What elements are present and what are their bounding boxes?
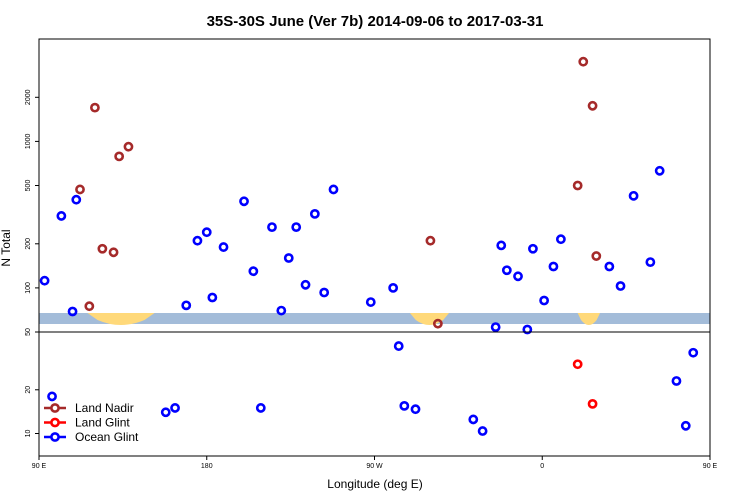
ocean-band bbox=[39, 313, 710, 324]
lower-panel-points bbox=[47, 341, 699, 436]
y-tick-label-upper: 1000 bbox=[25, 134, 32, 150]
ocean-glint-point bbox=[548, 261, 559, 272]
ocean-glint-point bbox=[388, 282, 399, 293]
land-nadir-point bbox=[572, 180, 583, 191]
ocean-glint-point bbox=[501, 265, 512, 276]
ocean-glint-point bbox=[615, 281, 626, 291]
ocean-glint-point bbox=[522, 324, 533, 335]
land-nadir-point bbox=[108, 247, 119, 258]
y-tick-label-lower: 10 bbox=[25, 430, 32, 438]
y-axis-upper: 50 100 200 500 1000 2000 bbox=[25, 89, 39, 336]
y-tick-label-lower: 20 bbox=[25, 386, 32, 394]
y-tick-label-upper: 200 bbox=[25, 238, 32, 250]
ocean-glint-point bbox=[47, 391, 57, 402]
ocean-glint-point bbox=[671, 376, 682, 386]
ocean-glint-point bbox=[468, 414, 479, 425]
ocean-glint-point bbox=[393, 341, 404, 351]
ocean-glint-point bbox=[688, 347, 699, 358]
x-axis: 90 E 180 90 W 0 90 E bbox=[32, 456, 718, 470]
ocean-glint-point bbox=[490, 322, 501, 333]
ocean-glint-point bbox=[539, 295, 550, 306]
chart-title: 35S-30S June (Ver 7b) 2014-09-06 to 2017… bbox=[207, 13, 544, 30]
land-segment bbox=[409, 313, 450, 325]
ocean-glint-point bbox=[56, 211, 67, 221]
land-segment bbox=[577, 313, 601, 325]
ocean-glint-point bbox=[477, 426, 488, 436]
y-tick-label-upper: 100 bbox=[25, 282, 32, 294]
ocean-glint-point bbox=[328, 184, 339, 195]
ocean-glint-point bbox=[181, 300, 192, 311]
ocean-glint-point bbox=[300, 279, 311, 290]
land-nadir-point bbox=[587, 100, 598, 111]
ocean-glint-point bbox=[248, 266, 259, 277]
land-glint-point bbox=[572, 359, 583, 370]
ocean-glint-point bbox=[201, 227, 212, 238]
land-nadir-point bbox=[84, 301, 95, 312]
ocean-glint-point bbox=[604, 261, 615, 272]
legend-marker bbox=[50, 417, 60, 428]
ocean-glint-point bbox=[319, 287, 330, 298]
ocean-glint-point bbox=[67, 306, 78, 317]
land-nadir-point bbox=[578, 56, 589, 67]
land-nadir-point bbox=[123, 141, 134, 152]
x-tick-label: 90 E bbox=[32, 463, 47, 470]
ocean-glint-point bbox=[170, 403, 180, 413]
x-tick-label: 0 bbox=[540, 463, 544, 470]
legend-label: Ocean Glint bbox=[75, 430, 139, 444]
ocean-glint-point bbox=[192, 235, 203, 246]
ocean-glint-point bbox=[528, 243, 538, 254]
land-segment bbox=[87, 313, 155, 325]
ocean-glint-point bbox=[71, 194, 82, 205]
y-axis-lower: 10 20 bbox=[25, 386, 39, 438]
ocean-glint-point bbox=[628, 190, 639, 201]
ocean-glint-point bbox=[207, 292, 218, 303]
legend-marker bbox=[50, 432, 60, 442]
land-nadir-point bbox=[90, 102, 100, 113]
legend-label: Land Nadir bbox=[75, 401, 134, 415]
land-nadir-point bbox=[432, 318, 443, 329]
ocean-glint-point bbox=[365, 297, 376, 307]
ocean-glint-point bbox=[654, 165, 665, 176]
ocean-glint-point bbox=[283, 253, 294, 263]
upper-panel-points bbox=[39, 56, 665, 335]
ocean-glint-point bbox=[555, 234, 566, 245]
ocean-glint-point bbox=[267, 222, 277, 233]
ocean-glint-point bbox=[218, 242, 229, 252]
x-tick-label: 90 E bbox=[703, 463, 718, 470]
ocean-glint-point bbox=[680, 420, 691, 431]
ocean-glint-point bbox=[410, 404, 421, 415]
ocean-glint-point bbox=[160, 407, 171, 418]
x-tick-label: 90 W bbox=[366, 463, 383, 470]
x-tick-label: 180 bbox=[201, 463, 213, 470]
legend-marker bbox=[50, 403, 60, 413]
y-tick-label-upper: 50 bbox=[25, 328, 32, 336]
land-nadir-point bbox=[425, 235, 436, 246]
y-axis-label: N Total bbox=[0, 229, 13, 266]
ocean-glint-point bbox=[496, 240, 507, 251]
y-tick-label-upper: 500 bbox=[25, 180, 32, 192]
x-axis-label: Longitude (deg E) bbox=[327, 477, 422, 491]
legend-label: Land Glint bbox=[75, 416, 130, 430]
ocean-glint-point bbox=[39, 275, 50, 286]
land-nadir-point bbox=[97, 243, 108, 254]
ocean-glint-point bbox=[291, 222, 302, 233]
upper-panel-surface-band bbox=[39, 313, 710, 325]
ocean-glint-point bbox=[399, 400, 410, 411]
ocean-glint-point bbox=[276, 305, 287, 316]
ocean-glint-point bbox=[239, 196, 249, 207]
land-nadir-point bbox=[114, 151, 125, 162]
land-glint-point bbox=[587, 398, 598, 409]
land-nadir-point bbox=[75, 184, 85, 195]
ocean-glint-point bbox=[255, 403, 266, 413]
y-tick-label-upper: 2000 bbox=[25, 89, 32, 105]
ocean-glint-point bbox=[309, 208, 320, 219]
ocean-glint-point bbox=[645, 257, 656, 268]
ocean-glint-point bbox=[513, 271, 523, 282]
land-nadir-point bbox=[591, 251, 602, 261]
